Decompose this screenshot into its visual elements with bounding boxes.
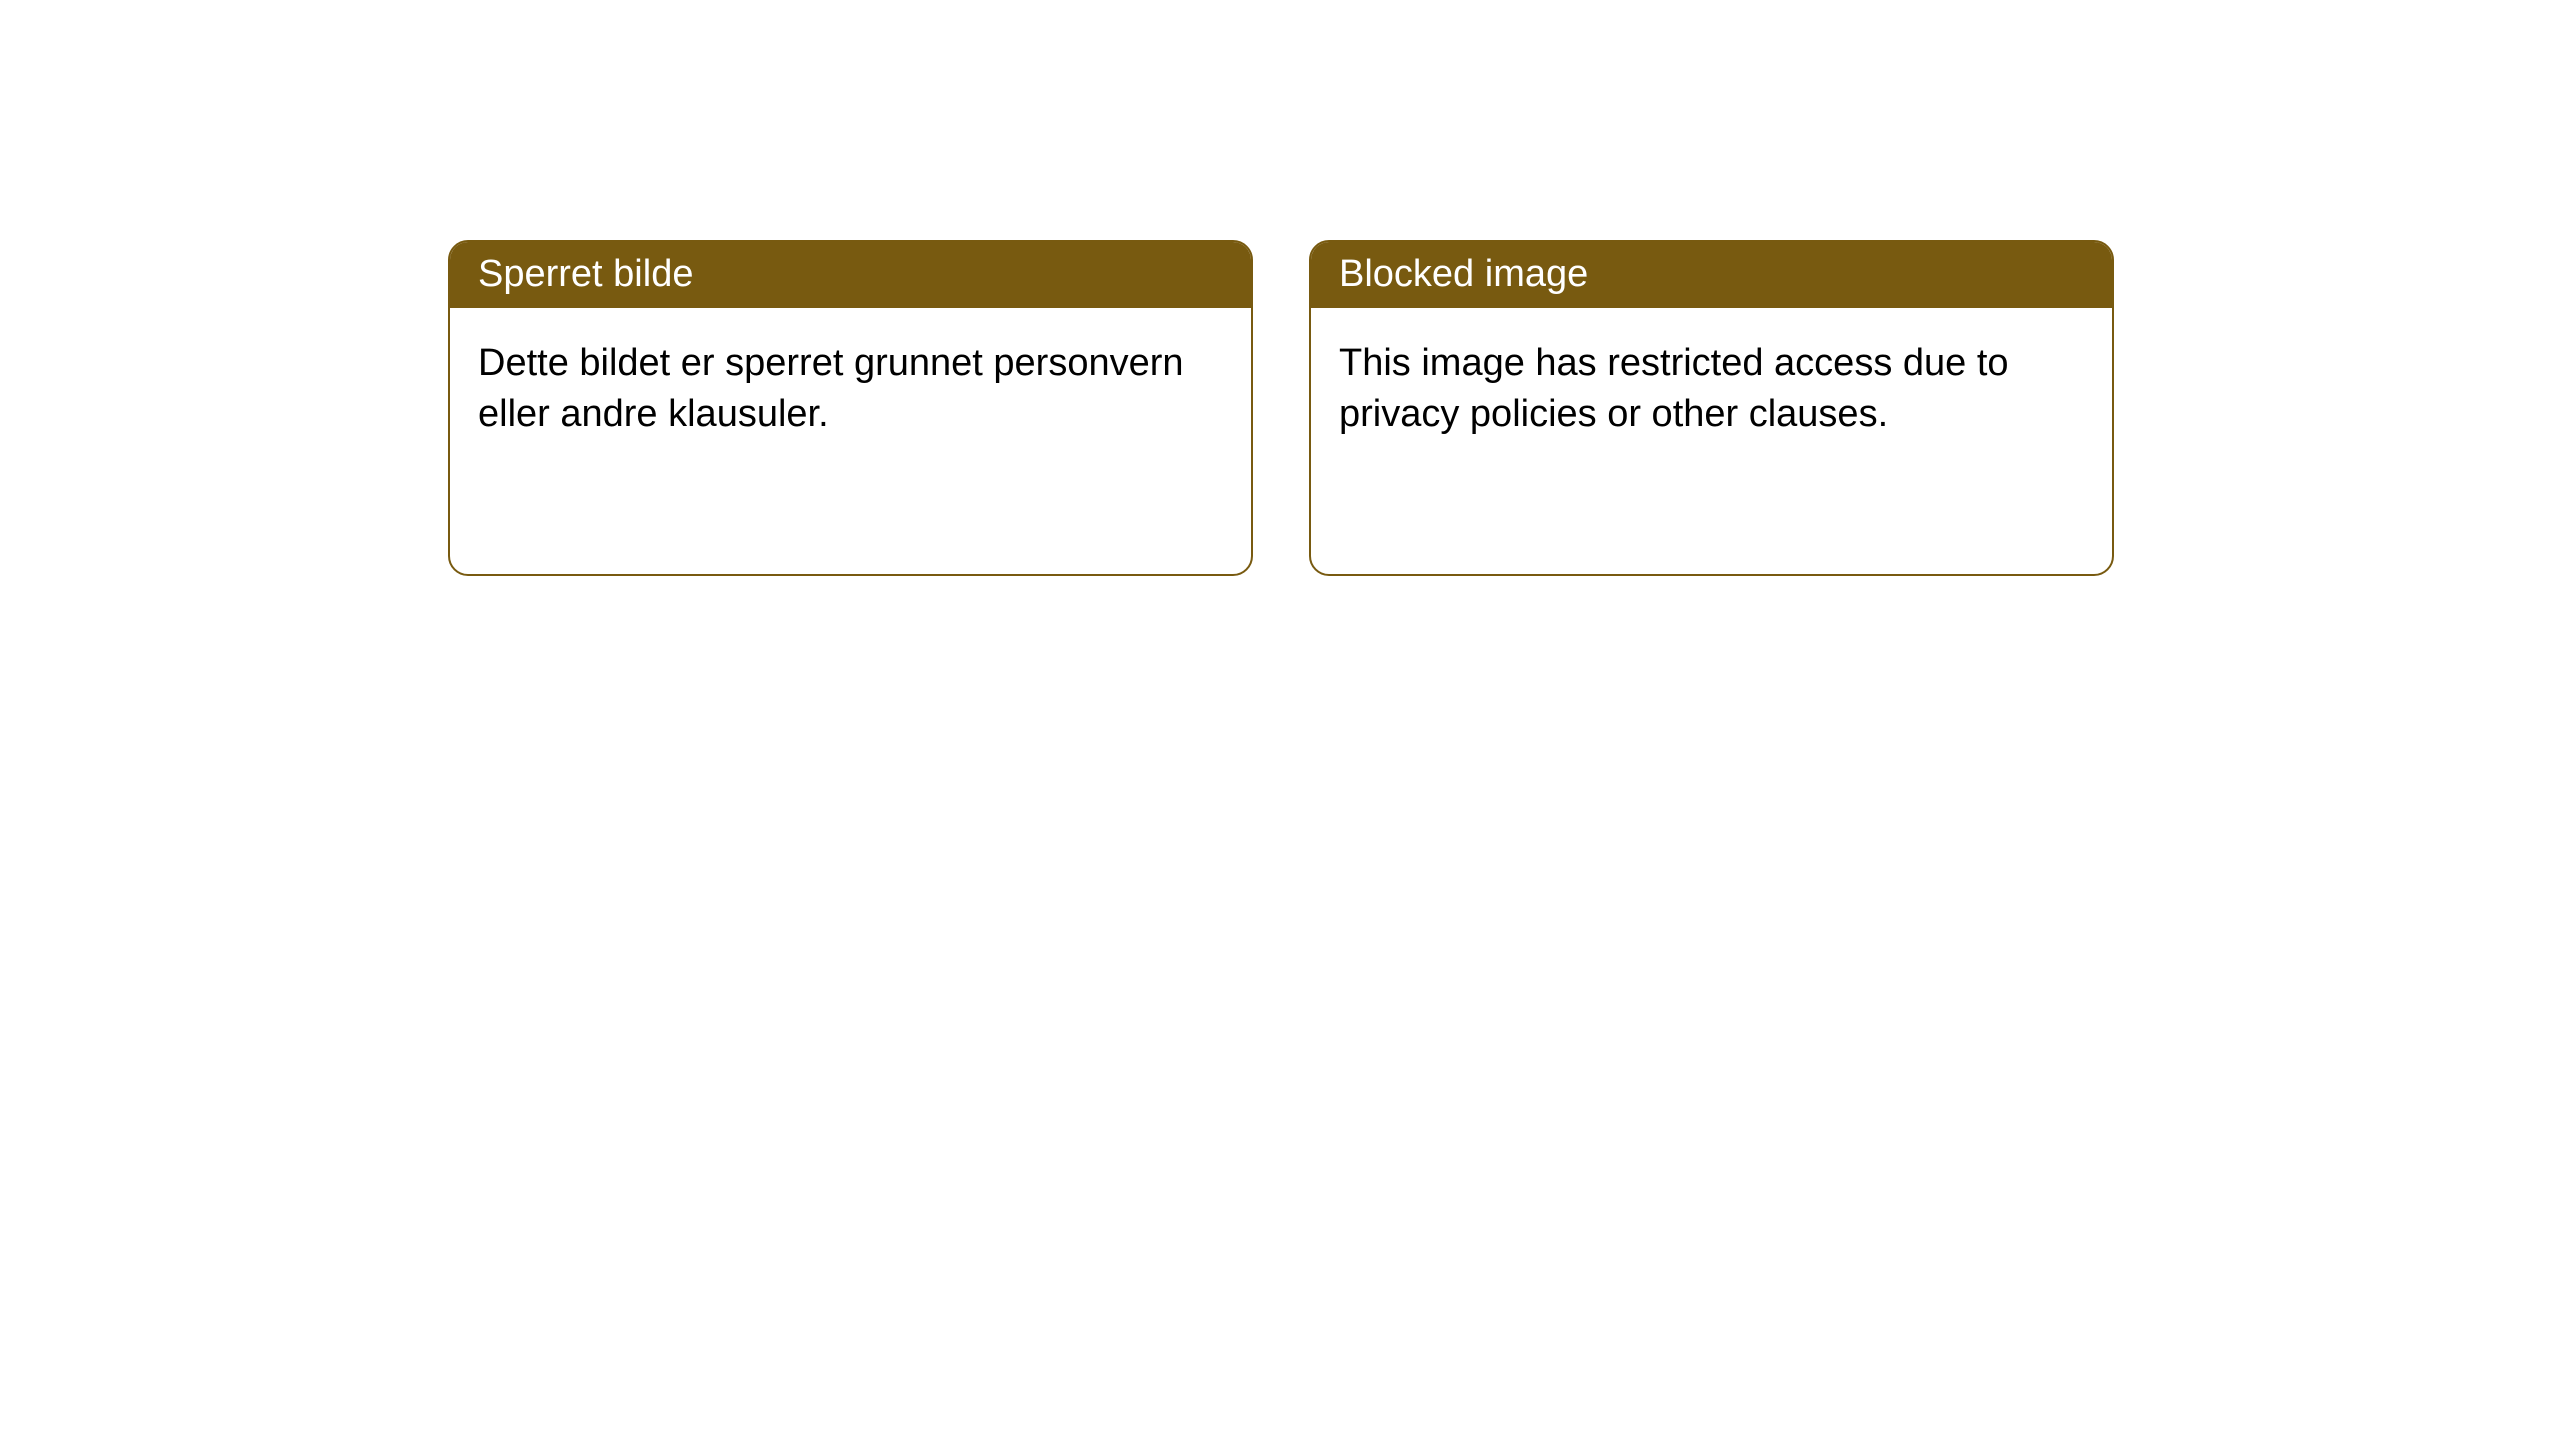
card-body-text: Dette bildet er sperret grunnet personve…: [478, 342, 1184, 435]
card-header: Blocked image: [1311, 242, 2112, 308]
card-header: Sperret bilde: [450, 242, 1251, 308]
notice-cards-container: Sperret bilde Dette bildet er sperret gr…: [0, 0, 2560, 576]
card-body: This image has restricted access due to …: [1311, 308, 2112, 471]
notice-card-norwegian: Sperret bilde Dette bildet er sperret gr…: [448, 240, 1253, 576]
card-header-text: Sperret bilde: [478, 253, 693, 295]
card-body-text: This image has restricted access due to …: [1339, 342, 2009, 435]
notice-card-english: Blocked image This image has restricted …: [1309, 240, 2114, 576]
card-header-text: Blocked image: [1339, 253, 1588, 295]
card-body: Dette bildet er sperret grunnet personve…: [450, 308, 1251, 471]
